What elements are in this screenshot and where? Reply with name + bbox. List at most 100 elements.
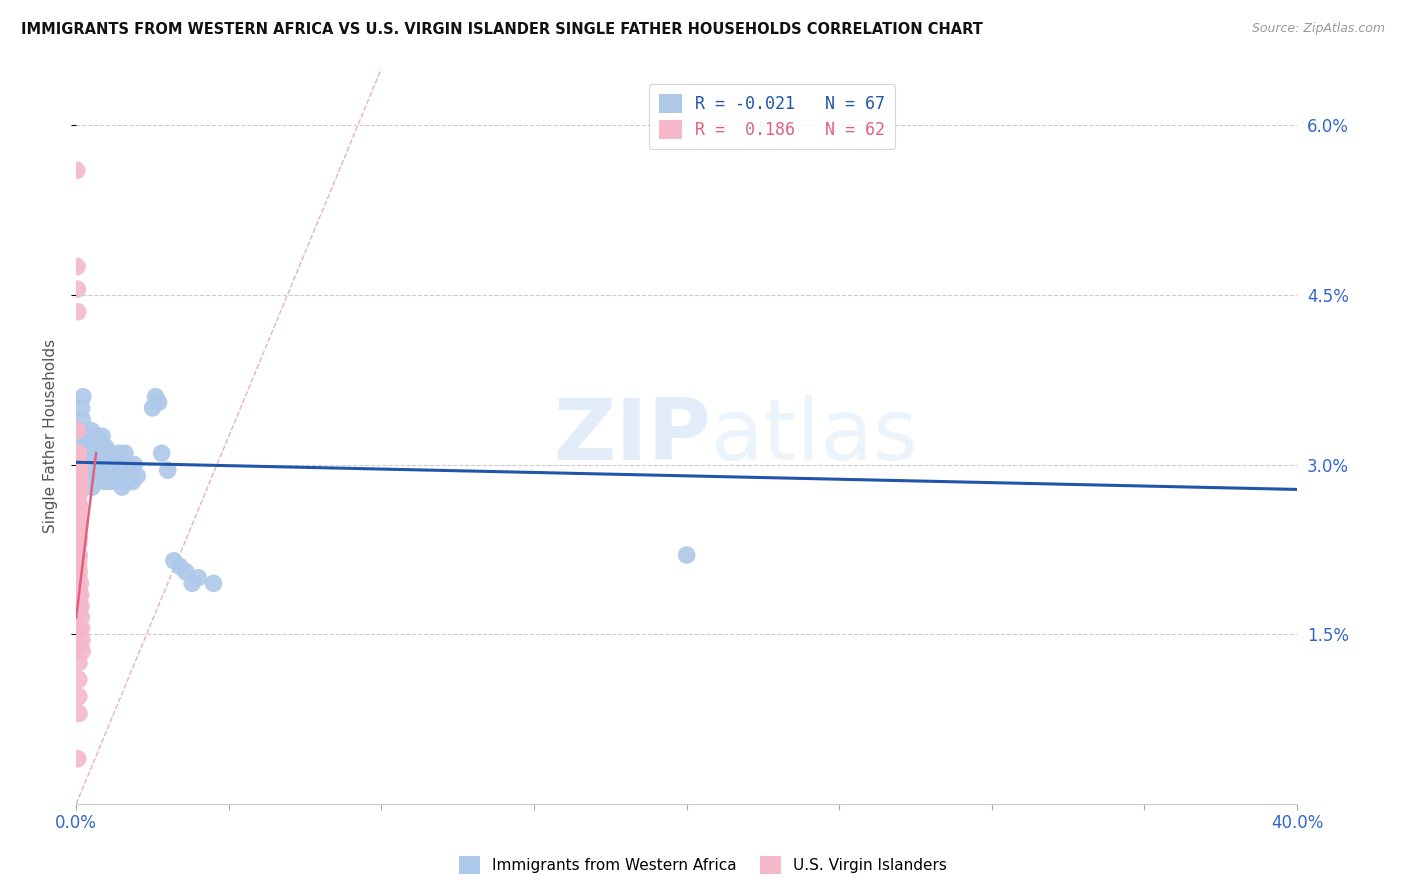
Point xyxy=(67,571,90,585)
Point xyxy=(66,282,89,296)
Point xyxy=(104,458,127,472)
Point xyxy=(111,480,134,494)
Point xyxy=(72,644,94,658)
Legend: Immigrants from Western Africa, U.S. Virgin Islanders: Immigrants from Western Africa, U.S. Vir… xyxy=(453,850,953,880)
Point xyxy=(72,412,94,426)
Point xyxy=(69,520,91,534)
Point xyxy=(66,446,89,460)
Point xyxy=(110,463,132,477)
Point xyxy=(108,446,131,460)
Point xyxy=(69,463,91,477)
Text: Source: ZipAtlas.com: Source: ZipAtlas.com xyxy=(1251,22,1385,36)
Point xyxy=(84,446,107,460)
Point xyxy=(100,446,122,460)
Y-axis label: Single Father Households: Single Father Households xyxy=(44,339,58,533)
Point xyxy=(67,458,90,472)
Point xyxy=(67,588,90,602)
Point xyxy=(67,656,90,670)
Point xyxy=(67,690,90,704)
Point xyxy=(67,548,90,562)
Point xyxy=(67,485,90,500)
Point xyxy=(94,463,117,477)
Point xyxy=(69,475,91,489)
Point xyxy=(69,424,91,438)
Point xyxy=(67,497,90,511)
Point xyxy=(69,576,91,591)
Point xyxy=(73,463,96,477)
Point xyxy=(181,576,204,591)
Point xyxy=(83,441,105,455)
Point xyxy=(70,622,93,636)
Point xyxy=(67,537,90,551)
Point xyxy=(122,458,145,472)
Point xyxy=(202,576,225,591)
Point xyxy=(90,463,112,477)
Point xyxy=(69,458,91,472)
Point xyxy=(79,463,101,477)
Point xyxy=(73,434,96,449)
Point xyxy=(77,434,100,449)
Point xyxy=(121,475,143,489)
Point xyxy=(96,458,118,472)
Point xyxy=(163,554,186,568)
Point xyxy=(80,480,103,494)
Point xyxy=(77,458,100,472)
Point xyxy=(187,571,209,585)
Point xyxy=(69,588,91,602)
Point xyxy=(67,514,90,528)
Point xyxy=(118,468,141,483)
Point xyxy=(67,463,90,477)
Point xyxy=(69,480,91,494)
Point xyxy=(70,632,93,647)
Legend: R = -0.021   N = 67, R =  0.186   N = 62: R = -0.021 N = 67, R = 0.186 N = 62 xyxy=(648,84,896,149)
Point xyxy=(69,446,91,460)
Point xyxy=(67,463,90,477)
Point xyxy=(117,458,139,472)
Point xyxy=(70,599,93,613)
Point xyxy=(67,531,90,545)
Point xyxy=(67,497,90,511)
Point xyxy=(84,429,107,443)
Point xyxy=(67,554,90,568)
Point xyxy=(91,458,114,472)
Point xyxy=(67,508,90,523)
Point xyxy=(67,531,90,545)
Point xyxy=(101,463,124,477)
Point xyxy=(67,673,90,687)
Point xyxy=(66,424,89,438)
Point xyxy=(67,463,90,477)
Point xyxy=(112,463,135,477)
Point xyxy=(67,514,90,528)
Point xyxy=(69,458,91,472)
Point xyxy=(67,559,90,574)
Point xyxy=(93,475,115,489)
Point xyxy=(67,475,90,489)
Point xyxy=(86,451,108,466)
Point xyxy=(67,548,90,562)
Point xyxy=(115,475,138,489)
Point xyxy=(86,468,108,483)
Point xyxy=(76,441,98,455)
Point xyxy=(67,582,90,596)
Point xyxy=(67,480,90,494)
Point xyxy=(105,468,128,483)
Point xyxy=(94,441,117,455)
Point xyxy=(66,163,89,178)
Point xyxy=(67,520,90,534)
Point xyxy=(67,599,90,613)
Point xyxy=(66,752,89,766)
Point xyxy=(174,565,197,579)
Point xyxy=(675,548,697,562)
Point xyxy=(141,401,163,415)
Point xyxy=(67,639,90,653)
Text: ZIP: ZIP xyxy=(554,395,711,478)
Point xyxy=(120,463,142,477)
Text: atlas: atlas xyxy=(711,395,920,478)
Point xyxy=(67,622,90,636)
Point xyxy=(91,429,114,443)
Point xyxy=(87,458,110,472)
Point xyxy=(72,390,94,404)
Point xyxy=(98,475,121,489)
Point xyxy=(89,434,111,449)
Point xyxy=(75,429,97,443)
